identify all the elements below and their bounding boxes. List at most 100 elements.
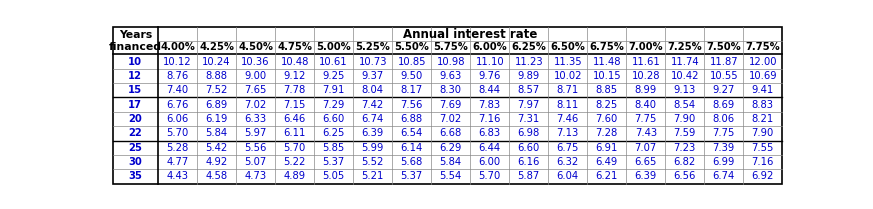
Text: 7.75: 7.75 [635, 114, 657, 124]
Text: 8.44: 8.44 [478, 85, 501, 95]
Text: 10.28: 10.28 [631, 71, 660, 81]
Text: 7.69: 7.69 [439, 100, 462, 110]
Text: 20: 20 [128, 114, 142, 124]
Text: 6.92: 6.92 [752, 171, 774, 181]
Text: 5.85: 5.85 [322, 143, 345, 153]
Text: 7.52: 7.52 [205, 85, 228, 95]
Text: 7.02: 7.02 [244, 100, 267, 110]
Text: 4.92: 4.92 [205, 157, 228, 167]
Text: 7.56: 7.56 [401, 100, 423, 110]
Text: 6.74: 6.74 [361, 114, 384, 124]
Text: 6.32: 6.32 [557, 157, 579, 167]
Text: 9.25: 9.25 [322, 71, 345, 81]
Text: 5.99: 5.99 [361, 143, 384, 153]
Text: 12: 12 [128, 71, 142, 81]
Text: 12.00: 12.00 [748, 57, 777, 67]
Text: 8.57: 8.57 [518, 85, 540, 95]
Text: 17: 17 [128, 100, 142, 110]
Text: 9.37: 9.37 [361, 71, 384, 81]
Text: 6.56: 6.56 [674, 171, 696, 181]
Text: 6.50%: 6.50% [550, 42, 585, 52]
Text: 5.37: 5.37 [401, 171, 423, 181]
Text: 6.89: 6.89 [205, 100, 228, 110]
Text: 8.71: 8.71 [557, 85, 579, 95]
Text: 5.97: 5.97 [244, 128, 267, 138]
Text: 7.90: 7.90 [674, 114, 696, 124]
Text: 6.99: 6.99 [712, 157, 735, 167]
Text: 5.52: 5.52 [361, 157, 384, 167]
Text: 6.83: 6.83 [478, 128, 501, 138]
Text: 10.36: 10.36 [241, 57, 270, 67]
Text: 30: 30 [128, 157, 142, 167]
Text: 7.07: 7.07 [635, 143, 656, 153]
Text: 7.28: 7.28 [595, 128, 618, 138]
Text: 4.75%: 4.75% [277, 42, 313, 52]
Text: 6.33: 6.33 [244, 114, 266, 124]
Text: 6.14: 6.14 [401, 143, 423, 153]
Text: 6.19: 6.19 [205, 114, 228, 124]
Text: 5.07: 5.07 [244, 157, 267, 167]
Text: 5.70: 5.70 [284, 143, 306, 153]
Text: 5.37: 5.37 [322, 157, 345, 167]
Text: 10.61: 10.61 [320, 57, 348, 67]
Text: 7.29: 7.29 [322, 100, 345, 110]
Text: 7.31: 7.31 [518, 114, 540, 124]
Text: 5.22: 5.22 [284, 157, 306, 167]
Text: 7.39: 7.39 [712, 143, 735, 153]
Text: 7.46: 7.46 [557, 114, 579, 124]
Text: 9.13: 9.13 [674, 85, 696, 95]
Text: 8.06: 8.06 [712, 114, 735, 124]
Text: 5.54: 5.54 [439, 171, 462, 181]
Text: Annual interest rate: Annual interest rate [403, 28, 538, 41]
Text: 7.02: 7.02 [439, 114, 462, 124]
Text: 10.85: 10.85 [397, 57, 426, 67]
Text: 11.23: 11.23 [514, 57, 543, 67]
Text: 8.88: 8.88 [205, 71, 228, 81]
Text: 6.76: 6.76 [167, 100, 189, 110]
Text: 7.60: 7.60 [595, 114, 618, 124]
Text: 5.00%: 5.00% [316, 42, 351, 52]
Text: 6.75: 6.75 [557, 143, 579, 153]
Text: 5.87: 5.87 [518, 171, 540, 181]
Text: 6.88: 6.88 [401, 114, 423, 124]
Text: 11.61: 11.61 [631, 57, 660, 67]
Text: 6.91: 6.91 [595, 143, 618, 153]
Text: 7.00%: 7.00% [629, 42, 663, 52]
Text: 5.70: 5.70 [167, 128, 189, 138]
Text: 6.44: 6.44 [478, 143, 501, 153]
Text: 7.75: 7.75 [712, 128, 735, 138]
Text: 6.74: 6.74 [712, 171, 735, 181]
Text: 9.41: 9.41 [752, 85, 774, 95]
Text: 11.10: 11.10 [476, 57, 504, 67]
Text: 25: 25 [128, 143, 142, 153]
Text: 6.11: 6.11 [284, 128, 306, 138]
Text: financed: financed [109, 42, 162, 52]
Text: 6.65: 6.65 [635, 157, 657, 167]
Text: 7.43: 7.43 [635, 128, 656, 138]
Text: 6.75%: 6.75% [589, 42, 624, 52]
Text: 5.84: 5.84 [205, 128, 228, 138]
Text: 5.50%: 5.50% [395, 42, 430, 52]
Text: 7.15: 7.15 [284, 100, 306, 110]
Text: 9.00: 9.00 [244, 71, 266, 81]
Text: 7.65: 7.65 [244, 85, 267, 95]
Text: 5.70: 5.70 [478, 171, 501, 181]
Text: 6.60: 6.60 [322, 114, 345, 124]
Text: 6.06: 6.06 [167, 114, 189, 124]
Text: 7.78: 7.78 [284, 85, 306, 95]
Text: 10.73: 10.73 [359, 57, 387, 67]
Text: 7.16: 7.16 [478, 114, 501, 124]
Text: 5.75%: 5.75% [433, 42, 468, 52]
Text: 7.83: 7.83 [478, 100, 501, 110]
Text: 7.42: 7.42 [361, 100, 384, 110]
Text: 4.89: 4.89 [284, 171, 306, 181]
Text: 7.13: 7.13 [557, 128, 579, 138]
Text: 9.89: 9.89 [518, 71, 540, 81]
Text: 6.68: 6.68 [439, 128, 462, 138]
Text: 11.48: 11.48 [593, 57, 621, 67]
Text: 4.58: 4.58 [205, 171, 228, 181]
Text: 6.16: 6.16 [518, 157, 540, 167]
Text: 8.11: 8.11 [557, 100, 579, 110]
Text: 35: 35 [128, 171, 142, 181]
Text: 5.05: 5.05 [322, 171, 345, 181]
